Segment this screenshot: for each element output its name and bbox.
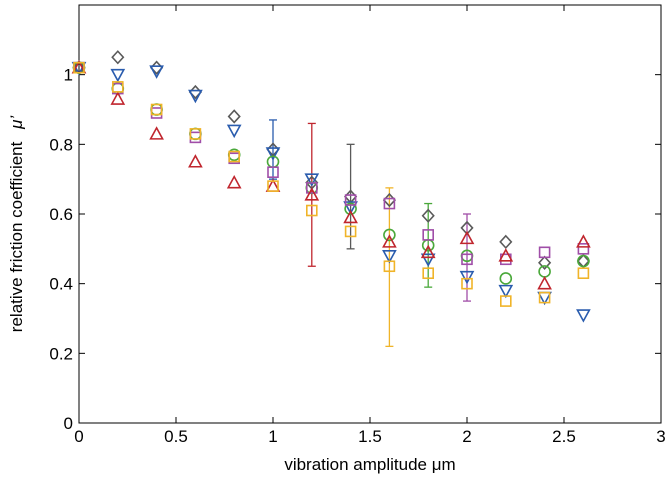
data-point-square (383, 197, 396, 210)
data-point-diamond (150, 60, 164, 75)
data-point-circle (189, 127, 202, 141)
data-point-circle (577, 254, 590, 268)
data-point-triangle-down (343, 201, 358, 215)
error-bars (269, 119, 471, 348)
data-point-diamond (227, 109, 241, 124)
data-point-circle (383, 228, 396, 242)
data-point-triangle-down (382, 250, 397, 264)
ticks: 0 0.5 1 1.5 2 2.5 3 0 0.2 0.4 0.6 0.8 1 (49, 5, 666, 446)
y-axis-title-text: relative friction coefficient (7, 141, 26, 332)
data-point-diamond (499, 234, 513, 250)
plot-frame (78, 4, 662, 424)
data-point-diamond (421, 208, 435, 223)
data-point-square (305, 182, 318, 194)
data-point-square (189, 128, 202, 140)
data-point-triangle-up (343, 209, 358, 224)
data-point-triangle-up (304, 187, 320, 201)
x-tick-label: 3 (656, 427, 665, 446)
y-axis-title-group: relative friction coefficient μ’ (7, 116, 26, 333)
data-point-diamond (188, 84, 202, 100)
data-point-circle (150, 103, 163, 116)
data-point-triangle-down (149, 65, 164, 79)
data-point-square (150, 103, 163, 116)
data-point-triangle-down (110, 68, 126, 83)
x-tick-label: 2 (462, 427, 471, 446)
data-point-triangle-up (459, 230, 475, 245)
y-tick-label: 0.2 (49, 344, 73, 363)
data-point-triangle-down (576, 309, 591, 323)
data-point-circle (499, 272, 513, 285)
x-axis-title: vibration amplitude μm (284, 455, 455, 474)
data-point-triangle-down (420, 253, 436, 267)
data-point-square (577, 267, 590, 280)
x-tick-label: 1.5 (358, 427, 382, 446)
x-tick-label: 0.5 (164, 427, 188, 446)
data-point-square (112, 81, 124, 93)
data-point-square (499, 295, 512, 307)
data-point-diamond (111, 50, 125, 65)
data-point-triangle-up (420, 244, 436, 259)
x-tick-label: 1 (268, 427, 277, 446)
y-tick-label: 0.4 (49, 275, 73, 294)
y-axis-title-symbol: μ’ (7, 116, 26, 130)
data-point-square (73, 61, 85, 74)
y-tick-label: 0.6 (49, 205, 73, 224)
data-point-triangle-down (498, 284, 514, 299)
y-tick-label: 1 (64, 66, 73, 85)
data-point-square (344, 225, 357, 238)
y-axis-title: relative friction coefficient μ’ (7, 116, 26, 333)
data-point-square (461, 277, 473, 290)
data-point-triangle-down (226, 124, 242, 139)
data-point-triangle-down (304, 173, 320, 187)
data-point-square (383, 260, 396, 273)
data-point-square (267, 180, 279, 192)
data-point-square (305, 204, 318, 217)
data-point-triangle-down (459, 270, 475, 285)
data-point-square (422, 267, 435, 280)
data-point-triangle-up (537, 275, 552, 290)
data-point-triangle-down (188, 89, 203, 104)
data-point-square (228, 150, 240, 163)
data-point-triangle-down (265, 147, 281, 161)
data-point-triangle-up (110, 91, 126, 105)
y-tick-label: 0.8 (49, 135, 73, 154)
x-tick-label: 2.5 (552, 427, 576, 446)
data-point-square (461, 253, 473, 266)
data-point-triangle-up (498, 248, 514, 262)
data-point-triangle-up (188, 154, 203, 168)
data-point-square (538, 291, 551, 304)
data-point-triangle-up (382, 234, 397, 248)
data-point-square (422, 229, 435, 241)
data-point-square (344, 194, 357, 206)
data-point-triangle-up (226, 174, 242, 189)
data-point-circle (344, 202, 357, 216)
data-point-square (577, 243, 590, 255)
data-point-square (538, 246, 551, 259)
data-point-triangle-up (576, 234, 591, 248)
data-point-square (267, 166, 279, 178)
axes (78, 4, 662, 424)
data-point-triangle-up (149, 126, 164, 140)
data-markers (71, 50, 591, 323)
data-point-diamond (538, 255, 552, 270)
y-tick-label: 0 (64, 414, 73, 433)
x-tick-label: 0 (74, 427, 83, 446)
